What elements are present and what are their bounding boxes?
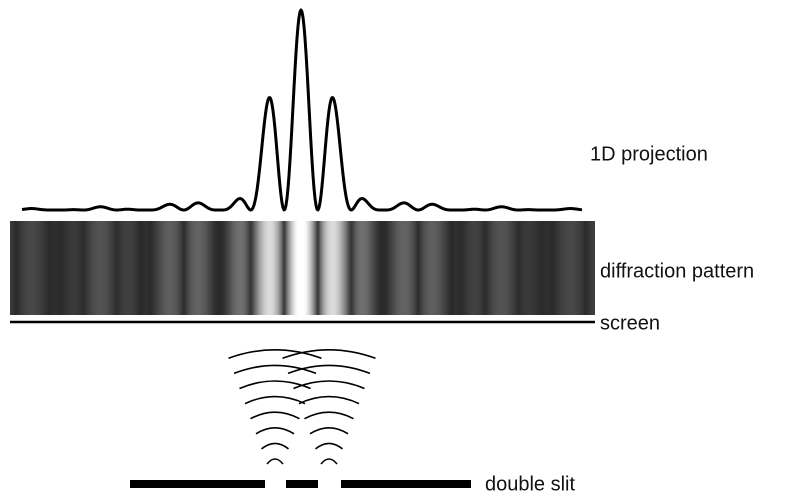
wavefront xyxy=(260,442,290,450)
wavefront xyxy=(298,395,360,405)
label: diffraction pattern xyxy=(600,260,754,282)
wavefront xyxy=(293,380,365,390)
label: double slit xyxy=(485,473,576,494)
barrier xyxy=(341,480,471,488)
wavefront xyxy=(304,411,354,420)
label: screen xyxy=(600,312,660,334)
barrier xyxy=(286,480,318,488)
projection-curve xyxy=(21,8,583,212)
wavefront xyxy=(287,364,371,375)
label: 1D projection xyxy=(590,143,708,165)
wavefront xyxy=(320,458,338,465)
wavefront xyxy=(309,427,349,435)
wavefront xyxy=(228,349,322,360)
wavefront xyxy=(244,395,306,405)
wavefront xyxy=(314,442,344,450)
diffraction-pattern xyxy=(10,221,595,315)
double-slit-barrier xyxy=(130,480,471,488)
wavefront xyxy=(239,380,311,390)
wavefront xyxy=(250,411,300,420)
wavefront xyxy=(255,427,295,435)
wavefront xyxy=(266,458,284,465)
wavefront xyxy=(233,364,317,375)
wavefronts xyxy=(228,349,376,465)
wavefront xyxy=(282,349,376,360)
barrier xyxy=(130,480,265,488)
